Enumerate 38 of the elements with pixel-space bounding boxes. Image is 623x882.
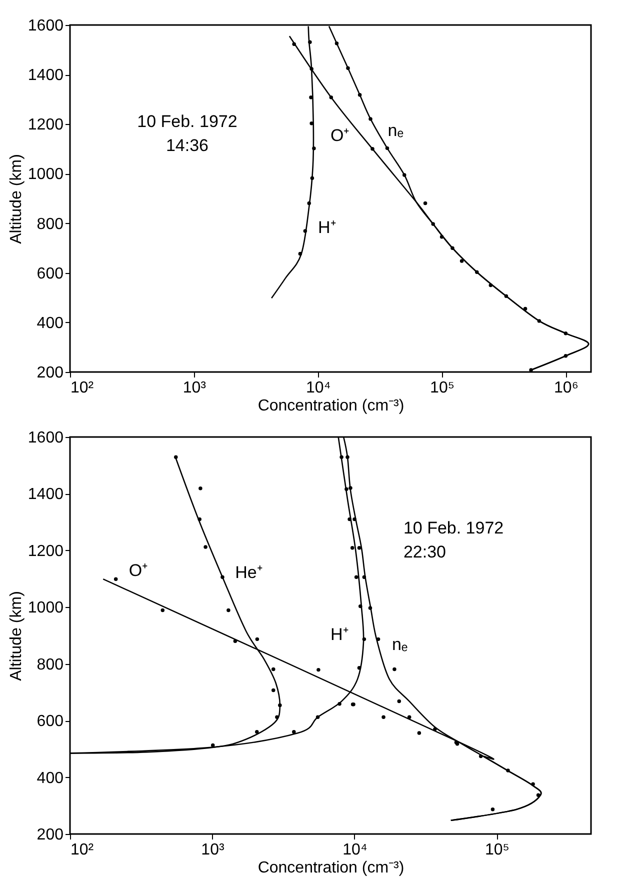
y-tick-label: 1400 [28, 67, 64, 84]
y-tick-label: 800 [36, 216, 64, 233]
y-tick-label: 600 [36, 265, 64, 282]
y-tick-label: 600 [36, 713, 64, 730]
y-tick-label: 1600 [28, 18, 64, 34]
x-tick-label: 10² [70, 842, 94, 858]
series-label: nₑ [388, 120, 404, 140]
x-tick-label: 10³ [201, 842, 225, 858]
y-tick-label: 1000 [28, 166, 64, 184]
series-label: He⁺ [235, 563, 263, 582]
y-tick-label: 1200 [28, 542, 64, 560]
y-axis-title: Altitude (km) [8, 154, 25, 244]
x-tick-label: 10² [70, 380, 94, 396]
y-tick-label: 1400 [28, 486, 64, 504]
y-tick-label: 200 [36, 826, 64, 844]
series-label: H⁺ [318, 218, 336, 237]
y-tick-label: 800 [36, 656, 64, 674]
y-tick-label: 200 [36, 364, 64, 382]
annotation: 10 Feb. 1972 14:36 [137, 112, 238, 156]
x-axis-title: Concentration (cm⁻³) [258, 860, 404, 876]
y-tick-label: 400 [36, 770, 64, 787]
series-label: H⁺ [330, 625, 349, 644]
x-tick-label: 10³ [182, 380, 207, 396]
y-tick-label: 1200 [28, 116, 64, 134]
x-tick-label: 10⁵ [485, 842, 510, 858]
x-tick-label: 10⁴ [342, 842, 368, 858]
y-tick-label: 400 [36, 314, 64, 332]
x-tick-label: 10⁶ [554, 380, 578, 396]
series-label: O⁺ [330, 126, 350, 146]
annotation: 10 Feb. 1972 22:30 [403, 518, 504, 562]
y-tick-label: 1000 [28, 600, 64, 617]
x-tick-label: 10⁵ [430, 380, 454, 396]
y-axis-title: Altitude (km) [8, 591, 25, 681]
x-tick-label: 10⁴ [306, 380, 331, 396]
series-label: O⁺ [128, 561, 148, 580]
series-label: nₑ [392, 635, 408, 654]
x-axis-title: Concentration (cm⁻³) [258, 398, 404, 414]
y-tick-label: 1600 [28, 430, 64, 446]
